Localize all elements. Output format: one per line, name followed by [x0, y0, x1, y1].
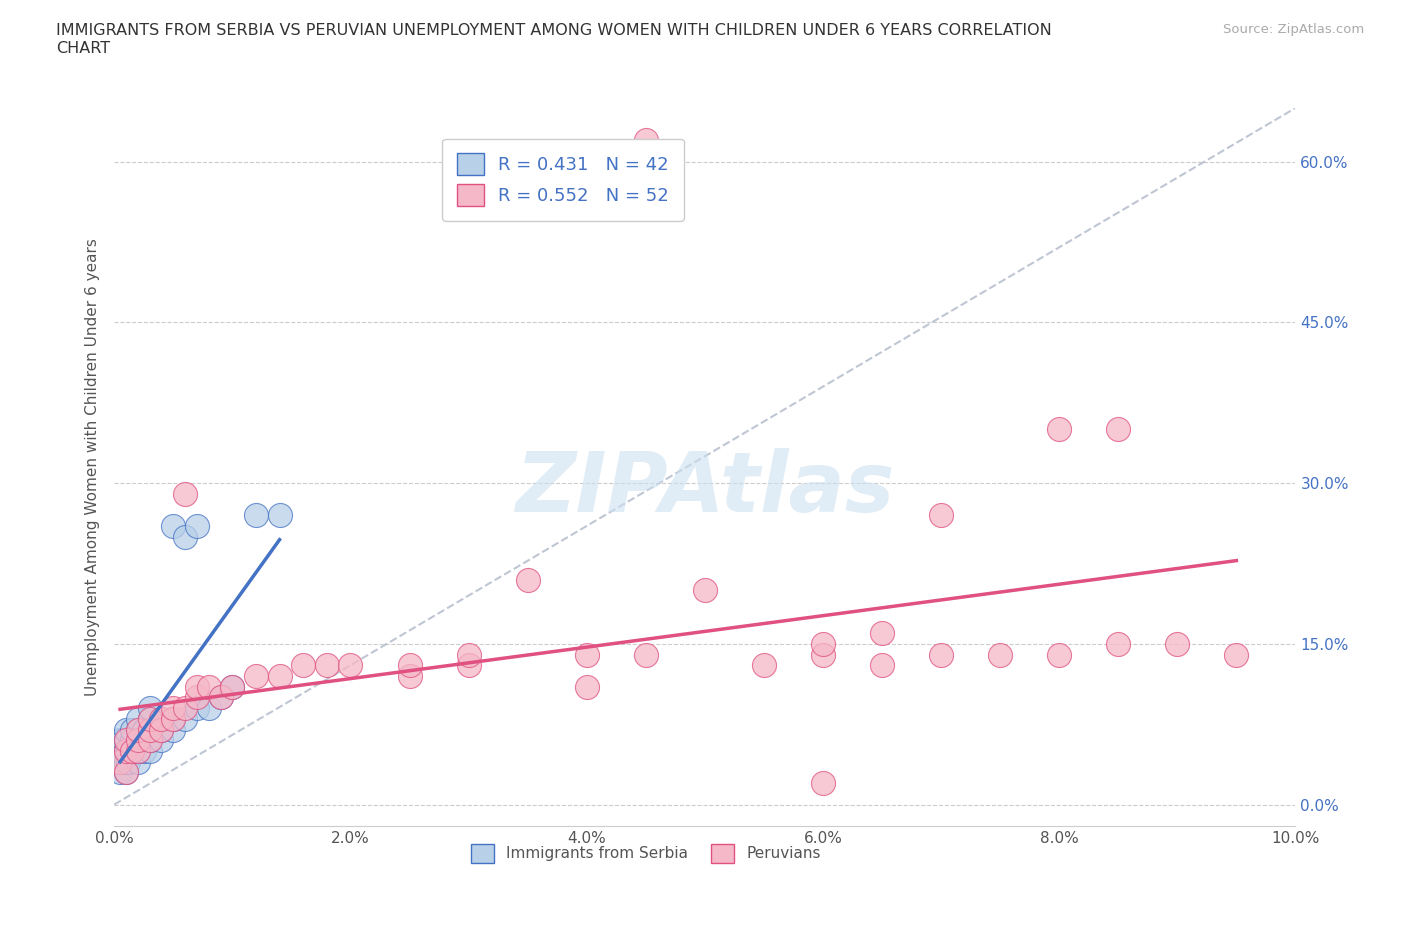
Point — [138, 711, 160, 726]
Point — [315, 658, 337, 672]
Point — [127, 722, 149, 737]
Point — [245, 669, 267, 684]
Point — [988, 647, 1011, 662]
Point — [398, 658, 420, 672]
Point — [870, 658, 893, 672]
Point — [115, 744, 138, 759]
Point — [115, 722, 138, 737]
Point — [186, 690, 208, 705]
Point — [150, 722, 173, 737]
Point — [121, 722, 143, 737]
Point — [127, 744, 149, 759]
Point — [634, 647, 657, 662]
Point — [138, 700, 160, 715]
Point — [174, 529, 197, 544]
Text: Source: ZipAtlas.com: Source: ZipAtlas.com — [1223, 23, 1364, 36]
Point — [138, 733, 160, 748]
Point — [150, 711, 173, 726]
Point — [127, 733, 149, 748]
Point — [693, 583, 716, 598]
Point — [115, 754, 138, 769]
Point — [138, 744, 160, 759]
Point — [127, 754, 149, 769]
Point — [575, 647, 598, 662]
Point — [929, 647, 952, 662]
Point — [121, 733, 143, 748]
Point — [115, 733, 138, 748]
Point — [339, 658, 361, 672]
Point — [929, 508, 952, 523]
Point — [1166, 636, 1188, 651]
Text: ZIPAtlas: ZIPAtlas — [515, 448, 894, 529]
Point — [150, 722, 173, 737]
Point — [127, 733, 149, 748]
Point — [112, 754, 135, 769]
Point — [162, 711, 184, 726]
Point — [292, 658, 315, 672]
Point — [121, 744, 143, 759]
Point — [398, 669, 420, 684]
Point — [138, 711, 160, 726]
Point — [1047, 422, 1070, 437]
Point — [115, 744, 138, 759]
Text: IMMIGRANTS FROM SERBIA VS PERUVIAN UNEMPLOYMENT AMONG WOMEN WITH CHILDREN UNDER : IMMIGRANTS FROM SERBIA VS PERUVIAN UNEMP… — [56, 23, 1052, 56]
Point — [127, 744, 149, 759]
Point — [112, 733, 135, 748]
Point — [209, 690, 232, 705]
Point — [108, 733, 131, 748]
Point — [132, 744, 155, 759]
Point — [1225, 647, 1247, 662]
Point — [162, 722, 184, 737]
Point — [117, 754, 139, 769]
Point — [457, 658, 479, 672]
Point — [108, 765, 131, 780]
Point — [811, 776, 834, 790]
Legend: Immigrants from Serbia, Peruvians: Immigrants from Serbia, Peruvians — [465, 838, 827, 869]
Point — [117, 744, 139, 759]
Point — [811, 647, 834, 662]
Point — [115, 733, 138, 748]
Point — [811, 636, 834, 651]
Point — [870, 626, 893, 641]
Point — [1047, 647, 1070, 662]
Point — [108, 754, 131, 769]
Point — [162, 519, 184, 534]
Point — [516, 572, 538, 587]
Y-axis label: Unemployment Among Women with Children Under 6 years: Unemployment Among Women with Children U… — [86, 238, 100, 696]
Point — [115, 765, 138, 780]
Point — [197, 700, 219, 715]
Point — [245, 508, 267, 523]
Point — [186, 679, 208, 694]
Point — [132, 722, 155, 737]
Point — [138, 722, 160, 737]
Point — [174, 700, 197, 715]
Point — [269, 669, 291, 684]
Point — [634, 133, 657, 148]
Point — [186, 519, 208, 534]
Point — [752, 658, 775, 672]
Point — [174, 711, 197, 726]
Point — [127, 722, 149, 737]
Point — [138, 733, 160, 748]
Point — [127, 711, 149, 726]
Point — [197, 679, 219, 694]
Point — [150, 711, 173, 726]
Point — [174, 486, 197, 501]
Point — [221, 679, 243, 694]
Point — [162, 711, 184, 726]
Point — [121, 744, 143, 759]
Point — [162, 700, 184, 715]
Point — [115, 765, 138, 780]
Point — [150, 733, 173, 748]
Point — [221, 679, 243, 694]
Point — [457, 647, 479, 662]
Point — [108, 744, 131, 759]
Point — [138, 722, 160, 737]
Point — [1107, 636, 1129, 651]
Point — [209, 690, 232, 705]
Point — [575, 679, 598, 694]
Point — [269, 508, 291, 523]
Point — [1107, 422, 1129, 437]
Point — [186, 700, 208, 715]
